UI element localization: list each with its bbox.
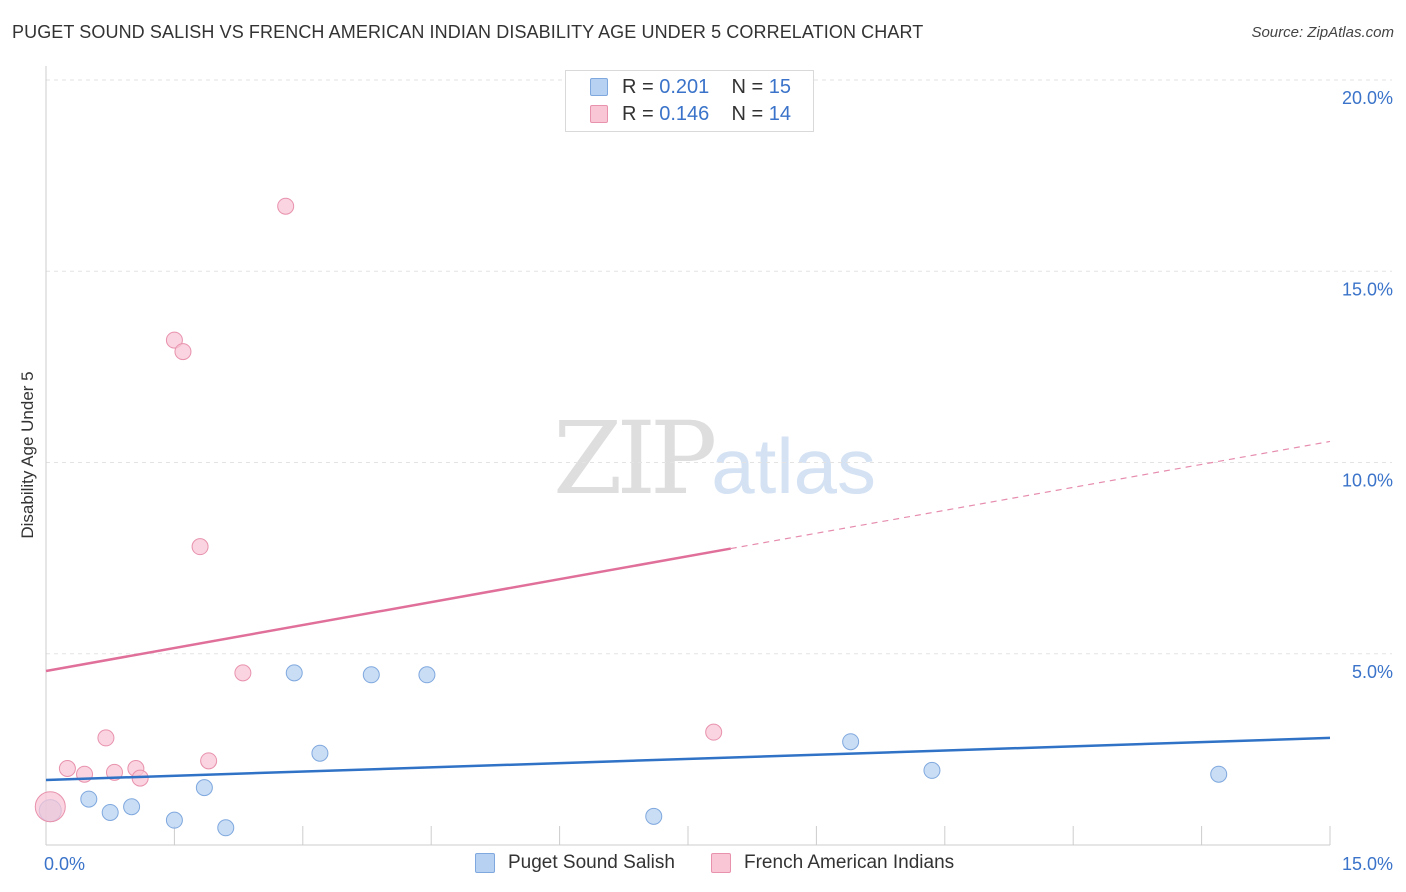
y-axis-label: Disability Age Under 5 <box>18 371 37 539</box>
point-pink-11 <box>234 664 252 682</box>
point-pink-4 <box>105 763 123 781</box>
legend-text-pink: R = 0.146 N = 14 <box>622 103 791 126</box>
watermark-zip: ZIP <box>553 400 717 517</box>
point-pink-9 <box>191 538 209 556</box>
r-label: R = <box>622 103 660 125</box>
source-label: Source: ZipAtlas.com <box>1251 24 1394 41</box>
chart-title: PUGET SOUND SALISH VS FRENCH AMERICAN IN… <box>12 22 924 42</box>
n-label: N = <box>731 103 769 125</box>
point-pink-10 <box>200 752 218 770</box>
legend-swatch-pink <box>590 105 608 123</box>
point-pink-13 <box>705 723 723 741</box>
watermark: ZIPatlas <box>553 400 876 517</box>
y-tick-label-10: 10.0% <box>1342 471 1393 491</box>
r-label: R = <box>622 76 660 98</box>
point-pink-1 <box>58 760 76 777</box>
point-blue-11 <box>645 807 663 825</box>
point-blue-6 <box>217 819 235 837</box>
r-value: 0.201 <box>659 76 710 98</box>
trend-line-pink <box>45 547 732 673</box>
point-blue-8 <box>311 744 329 762</box>
r-value: 0.146 <box>659 103 710 125</box>
legend-text-blue: R = 0.201 N = 15 <box>622 76 791 99</box>
point-blue-1 <box>80 790 98 808</box>
y-tick-label-5: 5.0% <box>1352 662 1393 682</box>
legend-swatch-pink <box>711 853 731 873</box>
trend-line-blue <box>45 736 1331 782</box>
point-blue-14 <box>1210 765 1228 783</box>
x-tick-label-start: 0.0% <box>44 854 85 874</box>
point-blue-12 <box>842 733 860 751</box>
point-blue-7 <box>285 664 303 682</box>
watermark-atlas: atlas <box>711 422 877 510</box>
n-label: N = <box>731 76 769 98</box>
point-blue-4 <box>165 811 183 829</box>
point-blue-10 <box>418 666 436 684</box>
trend-line-pink-extension <box>730 440 1331 550</box>
n-value: 14 <box>768 103 792 125</box>
legend-swatch-blue <box>475 853 495 873</box>
point-blue-3 <box>123 798 141 816</box>
point-blue-5 <box>195 779 213 797</box>
point-blue-13 <box>923 761 941 779</box>
point-pink-0 <box>34 791 66 823</box>
x-tick-label-end: 15.0% <box>1342 854 1393 874</box>
point-pink-12 <box>277 197 295 215</box>
y-tick-label-15: 15.0% <box>1342 279 1393 299</box>
point-blue-9 <box>362 666 380 684</box>
point-pink-3 <box>97 729 115 747</box>
legend-label: French American Indians <box>744 852 955 873</box>
y-tick-label-20: 20.0% <box>1342 88 1393 108</box>
legend-swatch-blue <box>590 78 608 96</box>
point-pink-7 <box>165 331 183 349</box>
n-value: 15 <box>768 76 792 98</box>
point-pink-8 <box>174 343 192 361</box>
correlation-legend: R = 0.201 N = 15 R = 0.146 N = 14 <box>565 70 814 132</box>
point-blue-2 <box>101 803 119 821</box>
legend-label: Puget Sound Salish <box>508 852 675 873</box>
